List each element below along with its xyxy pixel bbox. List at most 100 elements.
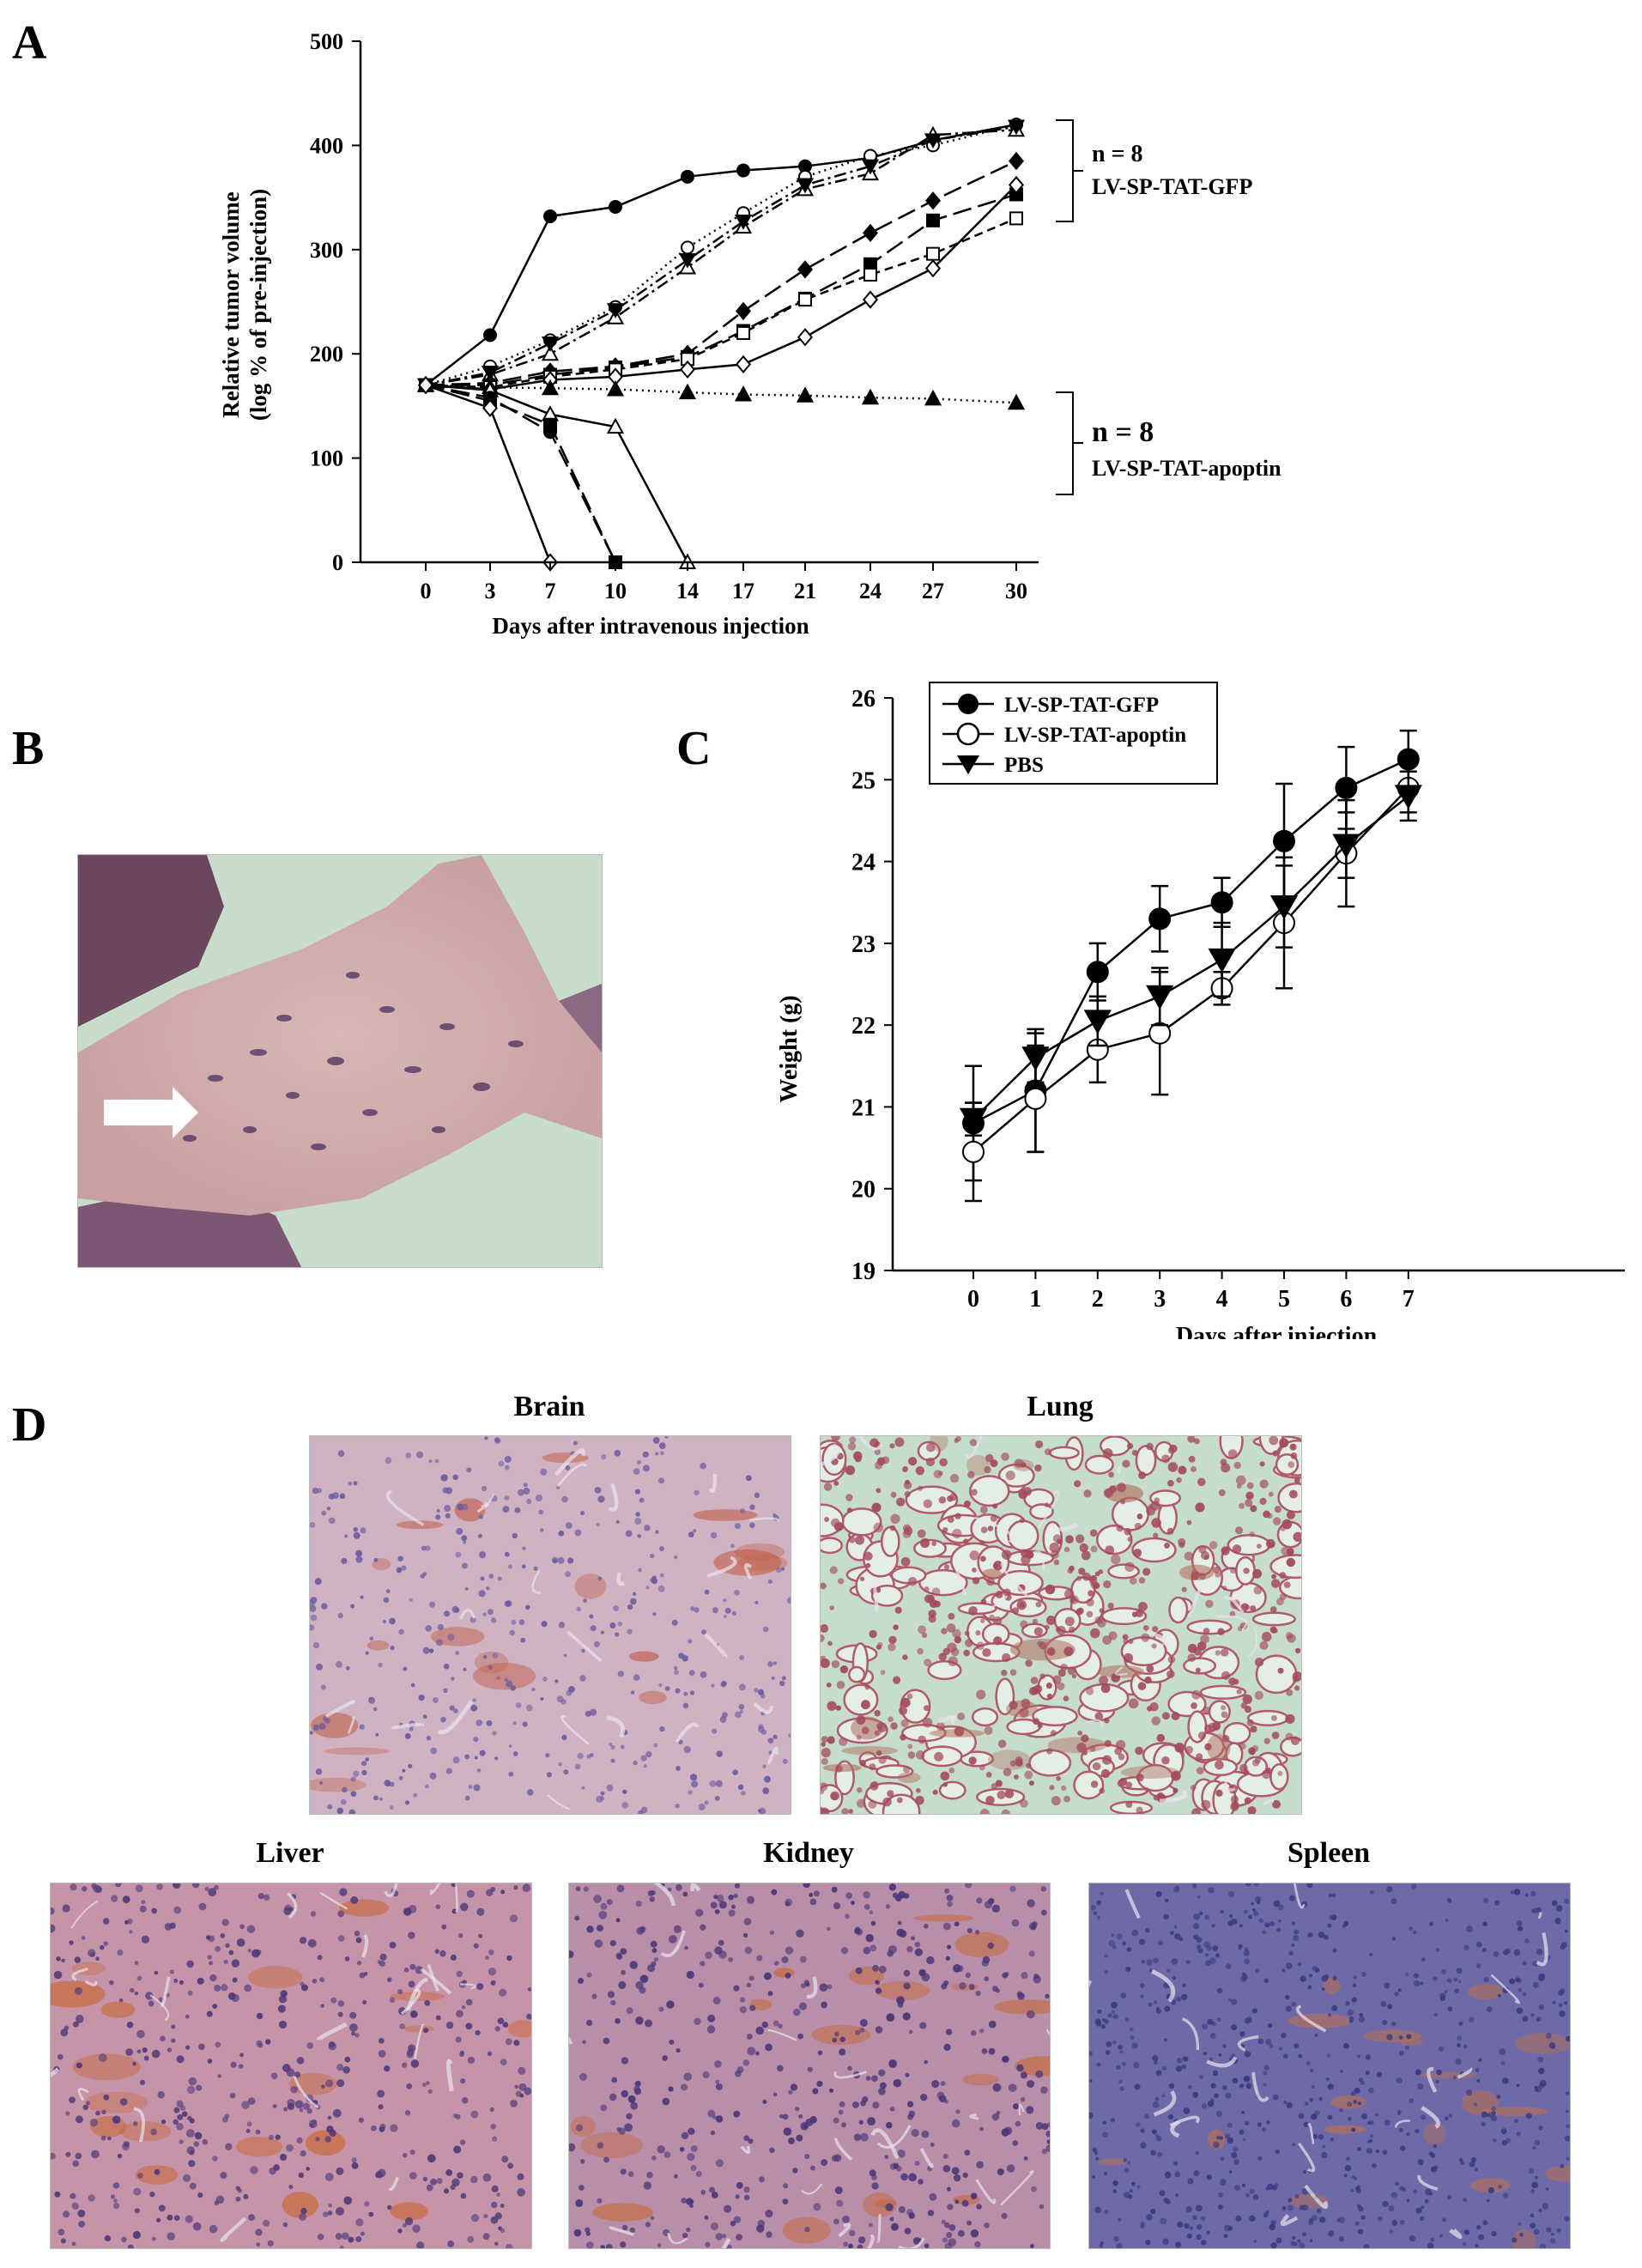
y-tick-label: 24: [851, 850, 876, 876]
data-point: [1394, 785, 1422, 810]
x-tick-label: 3: [485, 579, 496, 603]
spleen-histology-image: [1088, 1883, 1571, 2249]
panel-label-d: D: [12, 1398, 47, 1452]
data-point: [734, 385, 753, 402]
series-line: [425, 123, 1017, 386]
data-point: [606, 417, 625, 434]
data-point: [962, 1140, 985, 1163]
x-tick-label: 7: [1403, 1286, 1415, 1313]
y-tick-label: 23: [851, 931, 876, 958]
series-line: [425, 384, 1017, 404]
x-axis-label-c: Days after injection: [1176, 1323, 1378, 1339]
data-point: [541, 379, 560, 396]
x-tick-label: 10: [604, 579, 627, 603]
series-line: [972, 786, 1409, 1153]
series-line: [425, 160, 1017, 386]
data-point: [796, 178, 815, 194]
x-tick-label: 30: [1005, 579, 1027, 603]
x-tick-label: 14: [676, 579, 699, 603]
x-tick-label: 0: [421, 579, 432, 603]
group-label-gfp: LV-SP-TAT-GFP: [1092, 174, 1252, 199]
data-point: [1208, 948, 1236, 973]
data-point: [681, 240, 694, 255]
y-axis-label-line1: Relative tumor volume: [218, 191, 244, 417]
data-point: [1007, 119, 1026, 136]
series-9: [416, 376, 697, 569]
tissue-title-liver: Liver: [256, 1837, 324, 1869]
data-point: [924, 133, 942, 149]
y-tick-label: 200: [310, 342, 343, 367]
y-tick-label: 100: [310, 446, 343, 471]
data-point: [609, 200, 622, 215]
y-axis-label-c: Weight (g): [776, 995, 803, 1102]
data-point: [1146, 985, 1174, 1010]
group-label-apoptin: LV-SP-TAT-apoptin: [1092, 456, 1281, 481]
x-tick-label: 1: [1029, 1286, 1041, 1313]
series-line: [425, 217, 1017, 389]
data-point: [1335, 776, 1358, 799]
series-11: [419, 378, 622, 569]
tumor-histology-image: [77, 854, 603, 1268]
group-n-gfp: n = 8: [1092, 141, 1143, 167]
legend: LV-SP-TAT-GFP LV-SP-TAT-apoptin PBS: [929, 682, 1218, 785]
data-point: [736, 163, 750, 178]
data-point: [796, 386, 815, 403]
x-tick-label: 4: [1216, 1286, 1228, 1313]
data-point: [678, 383, 697, 400]
data-point: [1269, 894, 1299, 920]
data-point: [862, 290, 879, 309]
data-point: [926, 213, 940, 227]
tumor-volume-chart: 0 100 200 300 400 500 0 3 7 10 14 17 21 24 27 30 Days a…: [218, 29, 1281, 639]
x-tick-label: 5: [1278, 1286, 1290, 1313]
x-tick-label: 21: [794, 579, 816, 603]
series-line: [425, 184, 1017, 391]
tissue-title-kidney: Kidney: [763, 1837, 854, 1869]
series-line: [972, 758, 1409, 1125]
data-point: [417, 375, 434, 395]
y-tick-label: 0: [332, 550, 343, 575]
liver-histology-image: [50, 1883, 532, 2249]
y-tick-label: 19: [851, 1258, 876, 1285]
series-12: [417, 375, 559, 572]
data-point: [736, 325, 750, 340]
series-line: [425, 384, 617, 563]
lung-histology-image: [820, 1435, 1302, 1815]
group-bracket-gfp: [1056, 119, 1083, 222]
legend-marker-gfp: [958, 694, 979, 714]
data-point: [924, 191, 942, 210]
series-10: [419, 378, 622, 569]
data-point: [1008, 175, 1025, 195]
data-point: [1148, 907, 1172, 931]
y-tick-label: 26: [851, 686, 876, 713]
kidney-histology-image: [568, 1883, 1051, 2249]
data-point: [861, 388, 880, 405]
data-point: [1210, 891, 1233, 914]
y-tick-label: 400: [310, 133, 343, 158]
group-n-apoptin: n = 8: [1092, 416, 1154, 448]
data-point: [1273, 829, 1295, 852]
x-tick-label: 17: [732, 579, 754, 603]
data-point: [863, 267, 877, 282]
y-tick-label: 25: [851, 767, 876, 794]
y-axis-label-line2: (log % of pre-injection): [245, 189, 271, 421]
series-line: [425, 384, 689, 563]
legend-label-pbs: PBS: [1004, 754, 1044, 777]
x-tick-label: 27: [922, 579, 944, 603]
tissue-title-brain: Brain: [513, 1391, 585, 1422]
data-point: [1332, 834, 1360, 858]
data-point: [1083, 1010, 1112, 1034]
brain-histology-image: [309, 1435, 791, 1815]
data-point: [1021, 1046, 1050, 1071]
data-point: [735, 301, 752, 321]
data-point: [678, 252, 697, 269]
data-point: [679, 360, 696, 379]
data-point: [798, 293, 812, 307]
x-axis-label: Days after intravenous injection: [492, 613, 809, 639]
data-point: [606, 379, 625, 397]
tissue-title-lung: Lung: [1027, 1391, 1094, 1422]
series-line: [426, 193, 1017, 386]
data-point: [924, 259, 942, 278]
data-point: [797, 328, 814, 347]
series-2: [959, 770, 1422, 1137]
